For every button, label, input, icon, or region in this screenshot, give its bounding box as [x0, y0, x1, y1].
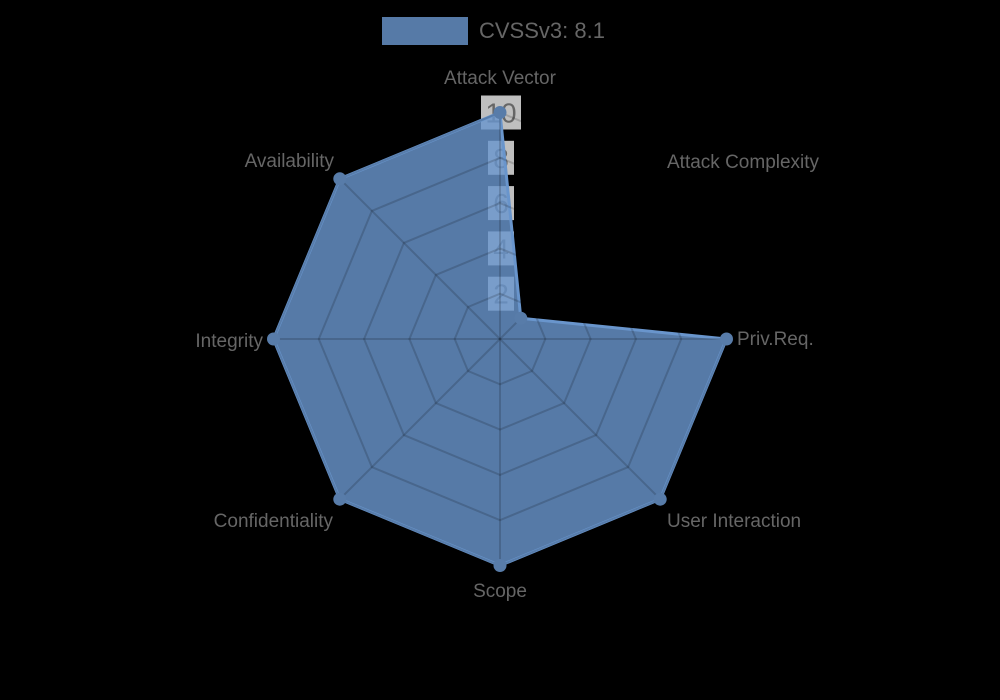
legend-item-cvssv3[interactable]: CVSSv3: 8.1: [382, 16, 605, 46]
vertex-marker-attack-complexity: [514, 311, 528, 325]
vertex-marker-priv-req: [720, 332, 733, 346]
grid-ring-8: [317, 156, 683, 522]
legend-label: CVSSv3: 8.1: [479, 18, 605, 43]
vertex-marker-attack-vector: [493, 106, 507, 119]
vertex-marker-availability: [333, 172, 347, 186]
radar-axis-label-layer: Attack Vector Attack Complexity Priv.Req. U…: [195, 68, 819, 602]
grid-ring-2: [453, 292, 547, 386]
radar-grid-layer: [272, 111, 728, 567]
axis-label-attack-vector: Attack Vector: [444, 68, 557, 89]
axis-label-confidentiality: Confidentiality: [214, 511, 334, 532]
vertex-marker-user-interaction: [653, 492, 667, 506]
vertex-marker-confidentiality: [333, 492, 347, 506]
legend-swatch: [382, 17, 468, 45]
grid-ring-6: [363, 202, 637, 476]
vertex-marker-integrity: [267, 332, 280, 346]
axis-label-attack-complexity: Attack Complexity: [667, 152, 820, 173]
grid-ring-4: [408, 247, 592, 431]
axis-label-priv-req: Priv.Req.: [737, 329, 814, 350]
vertex-marker-scope: [493, 559, 507, 572]
radar-marker-layer: [267, 106, 733, 572]
axis-label-user-interaction: User Interaction: [667, 511, 801, 532]
axis-label-scope: Scope: [473, 581, 527, 602]
axis-label-availability: Availability: [245, 151, 335, 172]
grid-spoke-attack-complexity: [499, 178, 661, 340]
grid-spoke-availability: [339, 178, 501, 340]
axis-label-integrity: Integrity: [195, 331, 263, 352]
grid-spoke-user-interaction: [499, 338, 661, 500]
grid-spoke-confidentiality: [339, 338, 501, 500]
